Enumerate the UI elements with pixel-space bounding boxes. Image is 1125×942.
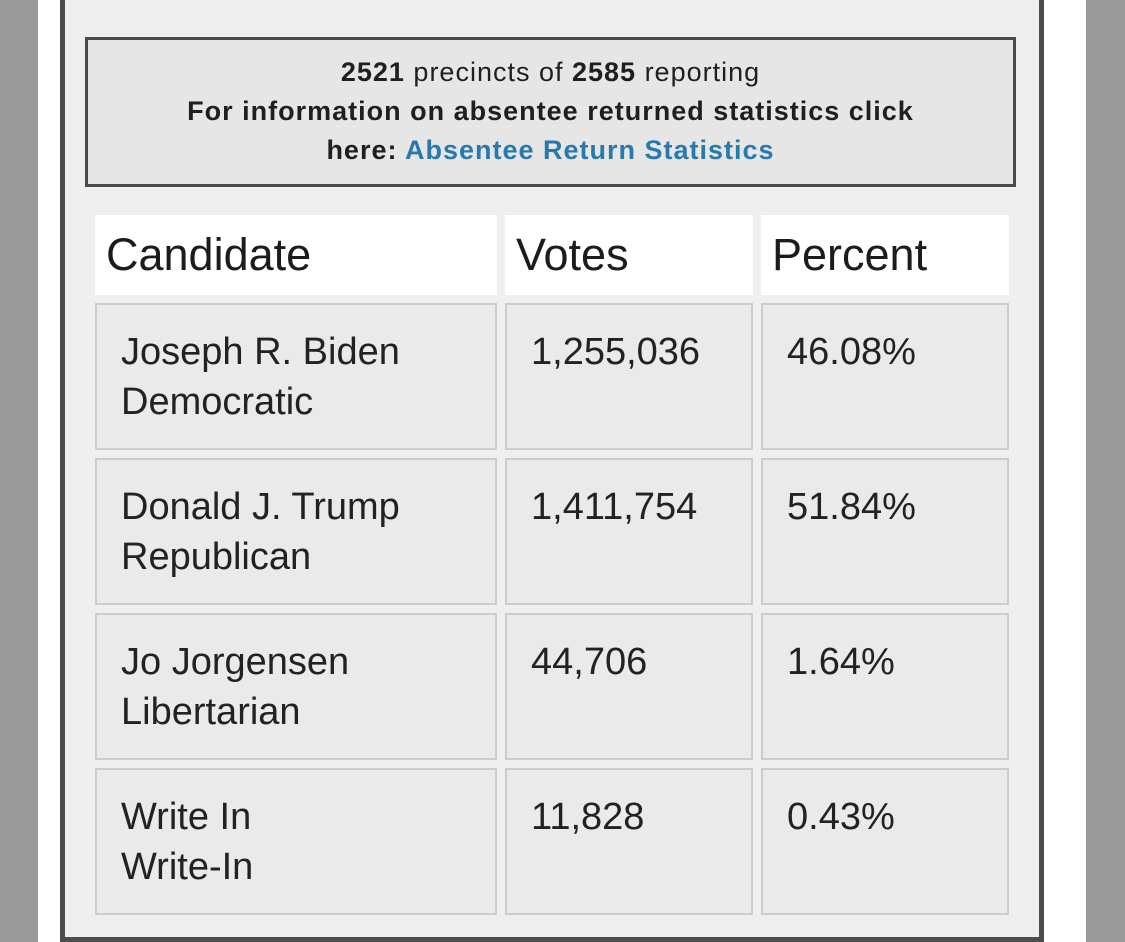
candidate-name: Write In	[121, 796, 252, 838]
candidate-cell: Joseph R. Biden Democratic	[95, 303, 497, 450]
candidate-cell: Jo Jorgensen Libertarian	[95, 613, 497, 760]
column-header-votes: Votes	[505, 215, 753, 295]
column-header-candidate: Candidate	[95, 215, 497, 295]
results-table: Candidate Votes Percent Joseph R. Biden …	[95, 215, 1009, 915]
results-frame: 2521 precincts of 2585 reporting For inf…	[60, 0, 1044, 942]
precincts-reported-count: 2521	[340, 57, 405, 87]
votes-cell: 1,255,036	[505, 303, 753, 450]
percent-cell: 46.08%	[761, 303, 1009, 450]
absentee-info-line: For information on absentee returned sta…	[187, 96, 914, 126]
candidate-cell: Write In Write-In	[95, 768, 497, 915]
absentee-return-statistics-link[interactable]: Absentee Return Statistics	[404, 135, 775, 165]
precincts-total-count: 2585	[571, 57, 637, 87]
percent-cell: 51.84%	[761, 458, 1009, 605]
percent-cell: 0.43%	[761, 768, 1009, 915]
candidate-name: Donald J. Trump	[121, 486, 400, 528]
votes-cell: 11,828	[505, 768, 753, 915]
percent-cell: 1.64%	[761, 613, 1009, 760]
candidate-party: Republican	[121, 536, 312, 578]
candidate-party: Libertarian	[121, 691, 301, 733]
candidate-name: Joseph R. Biden	[121, 331, 400, 373]
candidate-party: Write-In	[121, 846, 254, 888]
candidate-party: Democratic	[121, 381, 314, 423]
precincts-suffix-text: reporting	[636, 57, 761, 87]
votes-cell: 1,411,754	[505, 458, 753, 605]
precincts-mid-text: precincts of	[404, 57, 572, 87]
precincts-notice-box: 2521 precincts of 2585 reporting For inf…	[85, 37, 1016, 187]
precincts-reporting-line: 2521 precincts of 2585 reporting	[88, 53, 1013, 92]
candidate-name: Jo Jorgensen	[121, 641, 350, 683]
column-header-percent: Percent	[761, 215, 1009, 295]
candidate-cell: Donald J. Trump Republican	[95, 458, 497, 605]
votes-cell: 44,706	[505, 613, 753, 760]
absentee-link-line: here: Absentee Return Statistics	[88, 131, 1013, 170]
here-label: here:	[326, 135, 405, 165]
